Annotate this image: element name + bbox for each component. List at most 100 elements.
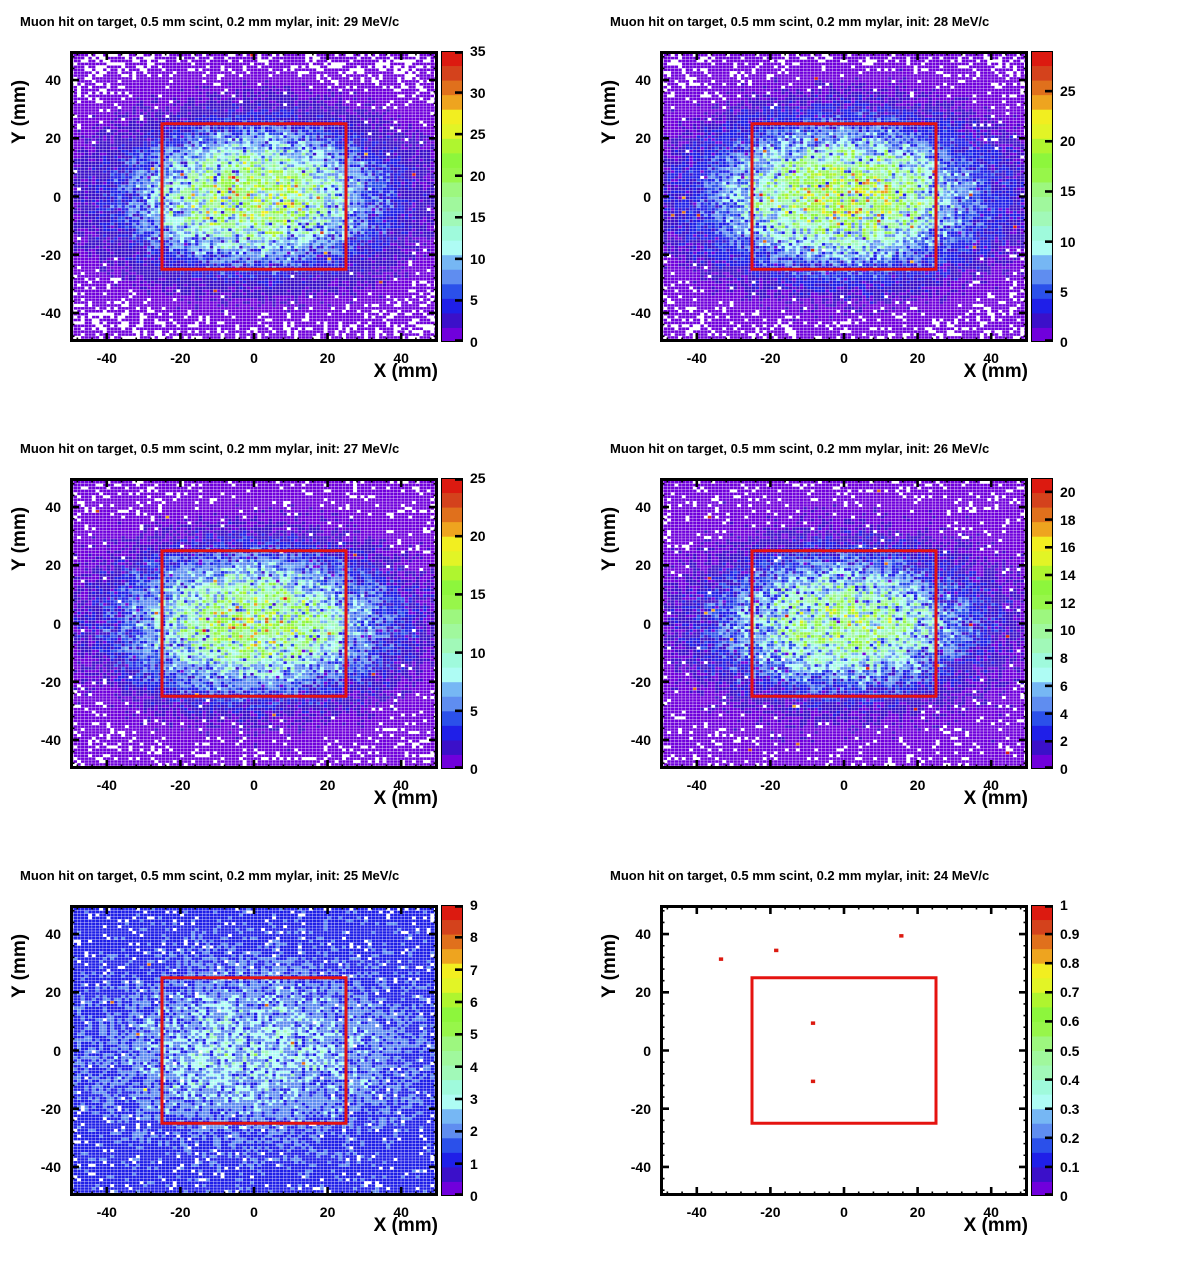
y-axis-label: Y (mm) [599, 79, 620, 145]
y-axis-label: Y (mm) [9, 79, 30, 145]
colorbar-tick-label: 18 [1060, 511, 1076, 528]
y-tick-label: -40 [630, 1158, 651, 1175]
colorbar-tick-label: 25 [1060, 83, 1076, 100]
y-tick-label: -20 [630, 246, 651, 263]
heatmap-canvas [70, 478, 438, 769]
colorbar-tick-label: 0.5 [1060, 1042, 1080, 1059]
colorbar-tick-label: 30 [470, 84, 486, 101]
y-tick-label: -20 [40, 673, 61, 690]
colorbar-tick-label: 20 [470, 167, 486, 184]
x-axis-label: X (mm) [963, 1215, 1028, 1236]
colorbar-tick-label: 1 [470, 1155, 478, 1172]
y-tick-label: 0 [643, 1042, 651, 1059]
x-tick-label: -40 [686, 350, 707, 366]
x-axis-label: X (mm) [373, 1215, 438, 1236]
x-tick-label: -20 [170, 350, 191, 366]
y-tick-label: -20 [630, 1100, 651, 1117]
colorbar-tick-label: 6 [1060, 677, 1068, 694]
panel-29mevc: Muon hit on target, 0.5 mm scint, 0.2 mm… [0, 0, 590, 427]
colorbar-tick-label: 4 [1060, 705, 1068, 722]
x-tick-label: 40 [393, 350, 409, 366]
plot-title: Muon hit on target, 0.5 mm scint, 0.2 mm… [610, 441, 990, 456]
y-tick-label: 40 [45, 926, 61, 943]
x-tick-label: 20 [319, 777, 336, 793]
colorbar [441, 478, 463, 769]
colorbar-tick-label: 10 [1060, 233, 1076, 250]
x-tick-label: -20 [170, 777, 191, 793]
y-tick-label: 20 [45, 557, 61, 574]
y-axis-label: Y (mm) [599, 933, 620, 999]
y-axis-label: Y (mm) [599, 506, 620, 572]
x-tick-label: 0 [840, 777, 848, 793]
x-tick-label: 40 [393, 1204, 409, 1220]
colorbar-tick-label: 25 [470, 126, 486, 143]
colorbar-tick-label: 15 [470, 209, 486, 226]
plot-title: Muon hit on target, 0.5 mm scint, 0.2 mm… [20, 441, 400, 456]
colorbar-tick-label: 1 [1060, 897, 1068, 913]
colorbar-tick-label: 16 [1060, 539, 1076, 556]
colorbar [1031, 51, 1053, 342]
y-tick-label: 20 [45, 984, 61, 1001]
x-tick-label: -20 [760, 1204, 781, 1220]
panel-27mevc: Muon hit on target, 0.5 mm scint, 0.2 mm… [0, 427, 590, 854]
x-tick-label: 0 [840, 1204, 848, 1220]
colorbar-tick-label: 9 [470, 897, 478, 913]
colorbar-tick-label: 25 [470, 470, 486, 486]
y-tick-label: 0 [53, 615, 61, 632]
heatmap-canvas [660, 478, 1028, 769]
x-tick-label: 0 [250, 777, 258, 793]
x-tick-label: 20 [909, 350, 926, 366]
panel-28mevc: Muon hit on target, 0.5 mm scint, 0.2 mm… [590, 0, 1181, 427]
colorbar-tick-label: 0 [470, 761, 478, 777]
heatmap-canvas [70, 51, 438, 342]
y-axis-label: Y (mm) [9, 506, 30, 572]
y-tick-label: 40 [635, 72, 651, 89]
y-tick-label: 20 [635, 557, 651, 574]
colorbar [441, 905, 463, 1196]
x-axis-label: X (mm) [373, 788, 438, 809]
colorbar-tick-label: 10 [470, 644, 486, 661]
colorbar-tick-label: 5 [1060, 283, 1068, 300]
y-tick-label: 20 [635, 130, 651, 147]
colorbar-tick-label: 6 [470, 994, 478, 1010]
y-tick-label: -40 [40, 304, 61, 321]
x-tick-label: -40 [686, 1204, 707, 1220]
x-tick-label: -40 [96, 777, 117, 793]
x-tick-label: 40 [393, 777, 409, 793]
x-tick-label: 20 [319, 1204, 336, 1220]
x-tick-label: 0 [250, 1204, 258, 1220]
colorbar-tick-label: 3 [470, 1091, 478, 1107]
y-axis-label: Y (mm) [9, 933, 30, 999]
y-tick-label: 0 [643, 188, 651, 205]
colorbar-tick-label: 4 [470, 1058, 478, 1075]
x-tick-label: 40 [983, 1204, 999, 1220]
x-tick-label: 0 [250, 350, 258, 366]
x-tick-label: -20 [760, 777, 781, 793]
colorbar-tick-label: 0.9 [1060, 926, 1080, 943]
colorbar [1031, 478, 1053, 769]
colorbar-tick-label: 0 [470, 334, 478, 350]
y-tick-label: 40 [45, 72, 61, 89]
y-tick-label: 40 [635, 499, 651, 516]
x-tick-label: 20 [909, 777, 926, 793]
y-tick-label: -20 [40, 246, 61, 263]
colorbar-tick-label: 12 [1060, 594, 1076, 611]
colorbar-tick-label: 2 [470, 1123, 478, 1140]
x-tick-label: -20 [760, 350, 781, 366]
colorbar-tick-label: 8 [470, 929, 478, 946]
plot-title: Muon hit on target, 0.5 mm scint, 0.2 mm… [20, 14, 400, 29]
colorbar-tick-label: 20 [470, 528, 486, 545]
colorbar-tick-label: 0 [470, 1188, 478, 1204]
colorbar-tick-label: 0.1 [1060, 1158, 1080, 1175]
plot-title: Muon hit on target, 0.5 mm scint, 0.2 mm… [610, 14, 990, 29]
colorbar-tick-label: 5 [470, 702, 478, 719]
colorbar-tick-label: 0.7 [1060, 984, 1080, 1001]
panel-24mevc: Muon hit on target, 0.5 mm scint, 0.2 mm… [590, 854, 1181, 1281]
x-tick-label: -40 [96, 350, 117, 366]
y-tick-label: 40 [635, 926, 651, 943]
heatmap-canvas [70, 905, 438, 1196]
x-tick-label: -40 [96, 1204, 117, 1220]
x-tick-label: 40 [983, 350, 999, 366]
